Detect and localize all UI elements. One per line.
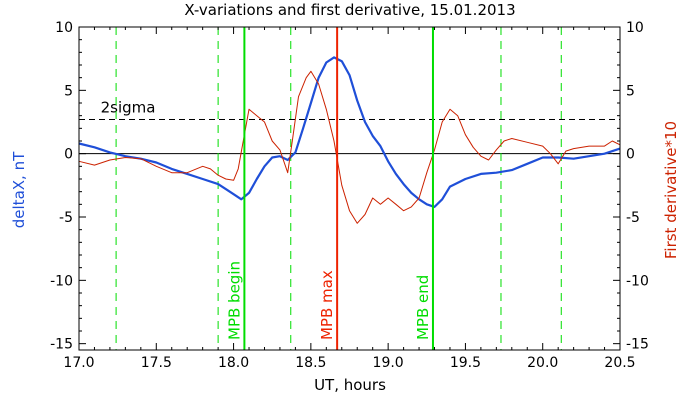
event-label-2: MPB end [414, 275, 432, 340]
x-tick-label-4: 19.0 [373, 355, 404, 371]
y-axis-left-label: deltaX, nT [10, 151, 28, 228]
y-tick-label-left-1: 5 [64, 83, 73, 99]
sigma-label: 2sigma [101, 98, 156, 116]
x-axis-label: UT, hours [314, 376, 386, 394]
y-tick-label-right-2: 0 [626, 147, 635, 163]
event-label-0: MPB begin [225, 261, 243, 340]
derivative-series-line [78, 70, 621, 224]
axes-layer: 17.0 17.5 18.0 18.5 19.0 19.5 20.0 20.5 10 10 5 5 0 0… [50, 20, 649, 371]
reference-lines-layer: 2sigma [79, 27, 620, 350]
deltax-series-line [78, 56, 621, 208]
y-tick-label-left-5: -15 [50, 337, 73, 353]
y-tick-label-right-1: 5 [626, 83, 635, 99]
y-tick-label-left-0: 10 [55, 20, 73, 36]
x-tick-label-7: 20.5 [604, 355, 635, 371]
x-tick-label-0: 17.0 [63, 355, 94, 371]
y-axis-right-label: First derivative*10 [662, 121, 680, 259]
x-tick-label-6: 20.0 [527, 355, 558, 371]
y-tick-label-right-0: 10 [626, 20, 644, 36]
y-tick-label-left-3: -5 [59, 210, 73, 226]
y-tick-label-right-5: -15 [626, 337, 649, 353]
x-tick-label-5: 19.5 [450, 355, 481, 371]
chart-title: X-variations and first derivative, 15.01… [184, 1, 515, 19]
plot-frame [78, 26, 621, 351]
y-tick-label-right-4: -10 [626, 273, 649, 289]
y-tick-label-left-2: 0 [64, 147, 73, 163]
y-tick-label-right-3: -5 [626, 210, 640, 226]
event-lines-layer: MPB begin MPB max MPB end [225, 27, 434, 350]
series-layer [78, 56, 621, 224]
y-tick-label-left-4: -10 [50, 273, 73, 289]
x-tick-label-3: 18.5 [295, 355, 326, 371]
x-tick-label-1: 17.5 [141, 355, 172, 371]
event-label-1: MPB max [318, 270, 336, 340]
x-tick-label-2: 18.0 [218, 355, 249, 371]
